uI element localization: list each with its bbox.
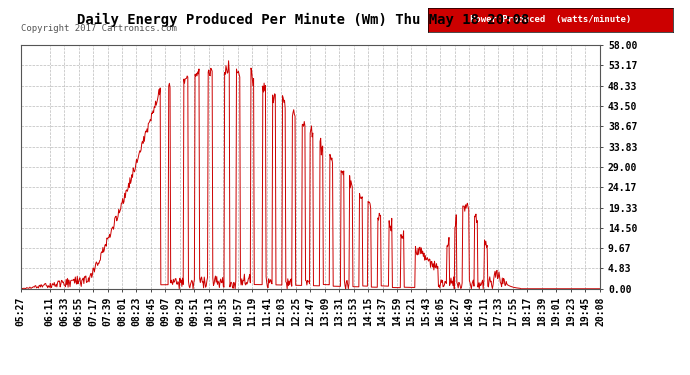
Text: Daily Energy Produced Per Minute (Wm) Thu May 18 20:08: Daily Energy Produced Per Minute (Wm) Th…: [77, 13, 530, 27]
Text: Copyright 2017 Cartronics.com: Copyright 2017 Cartronics.com: [21, 24, 177, 33]
Text: Power Produced  (watts/minute): Power Produced (watts/minute): [470, 15, 631, 24]
